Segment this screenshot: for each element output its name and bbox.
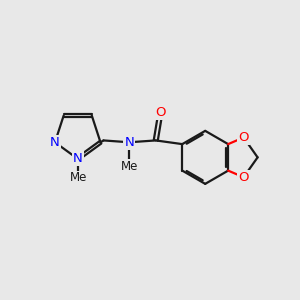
Text: Me: Me: [70, 172, 87, 184]
Text: O: O: [155, 106, 165, 118]
Text: Me: Me: [121, 160, 138, 173]
Text: O: O: [238, 131, 249, 144]
Text: N: N: [124, 136, 134, 149]
Text: N: N: [73, 152, 82, 165]
Text: O: O: [238, 171, 249, 184]
Text: N: N: [50, 136, 60, 149]
